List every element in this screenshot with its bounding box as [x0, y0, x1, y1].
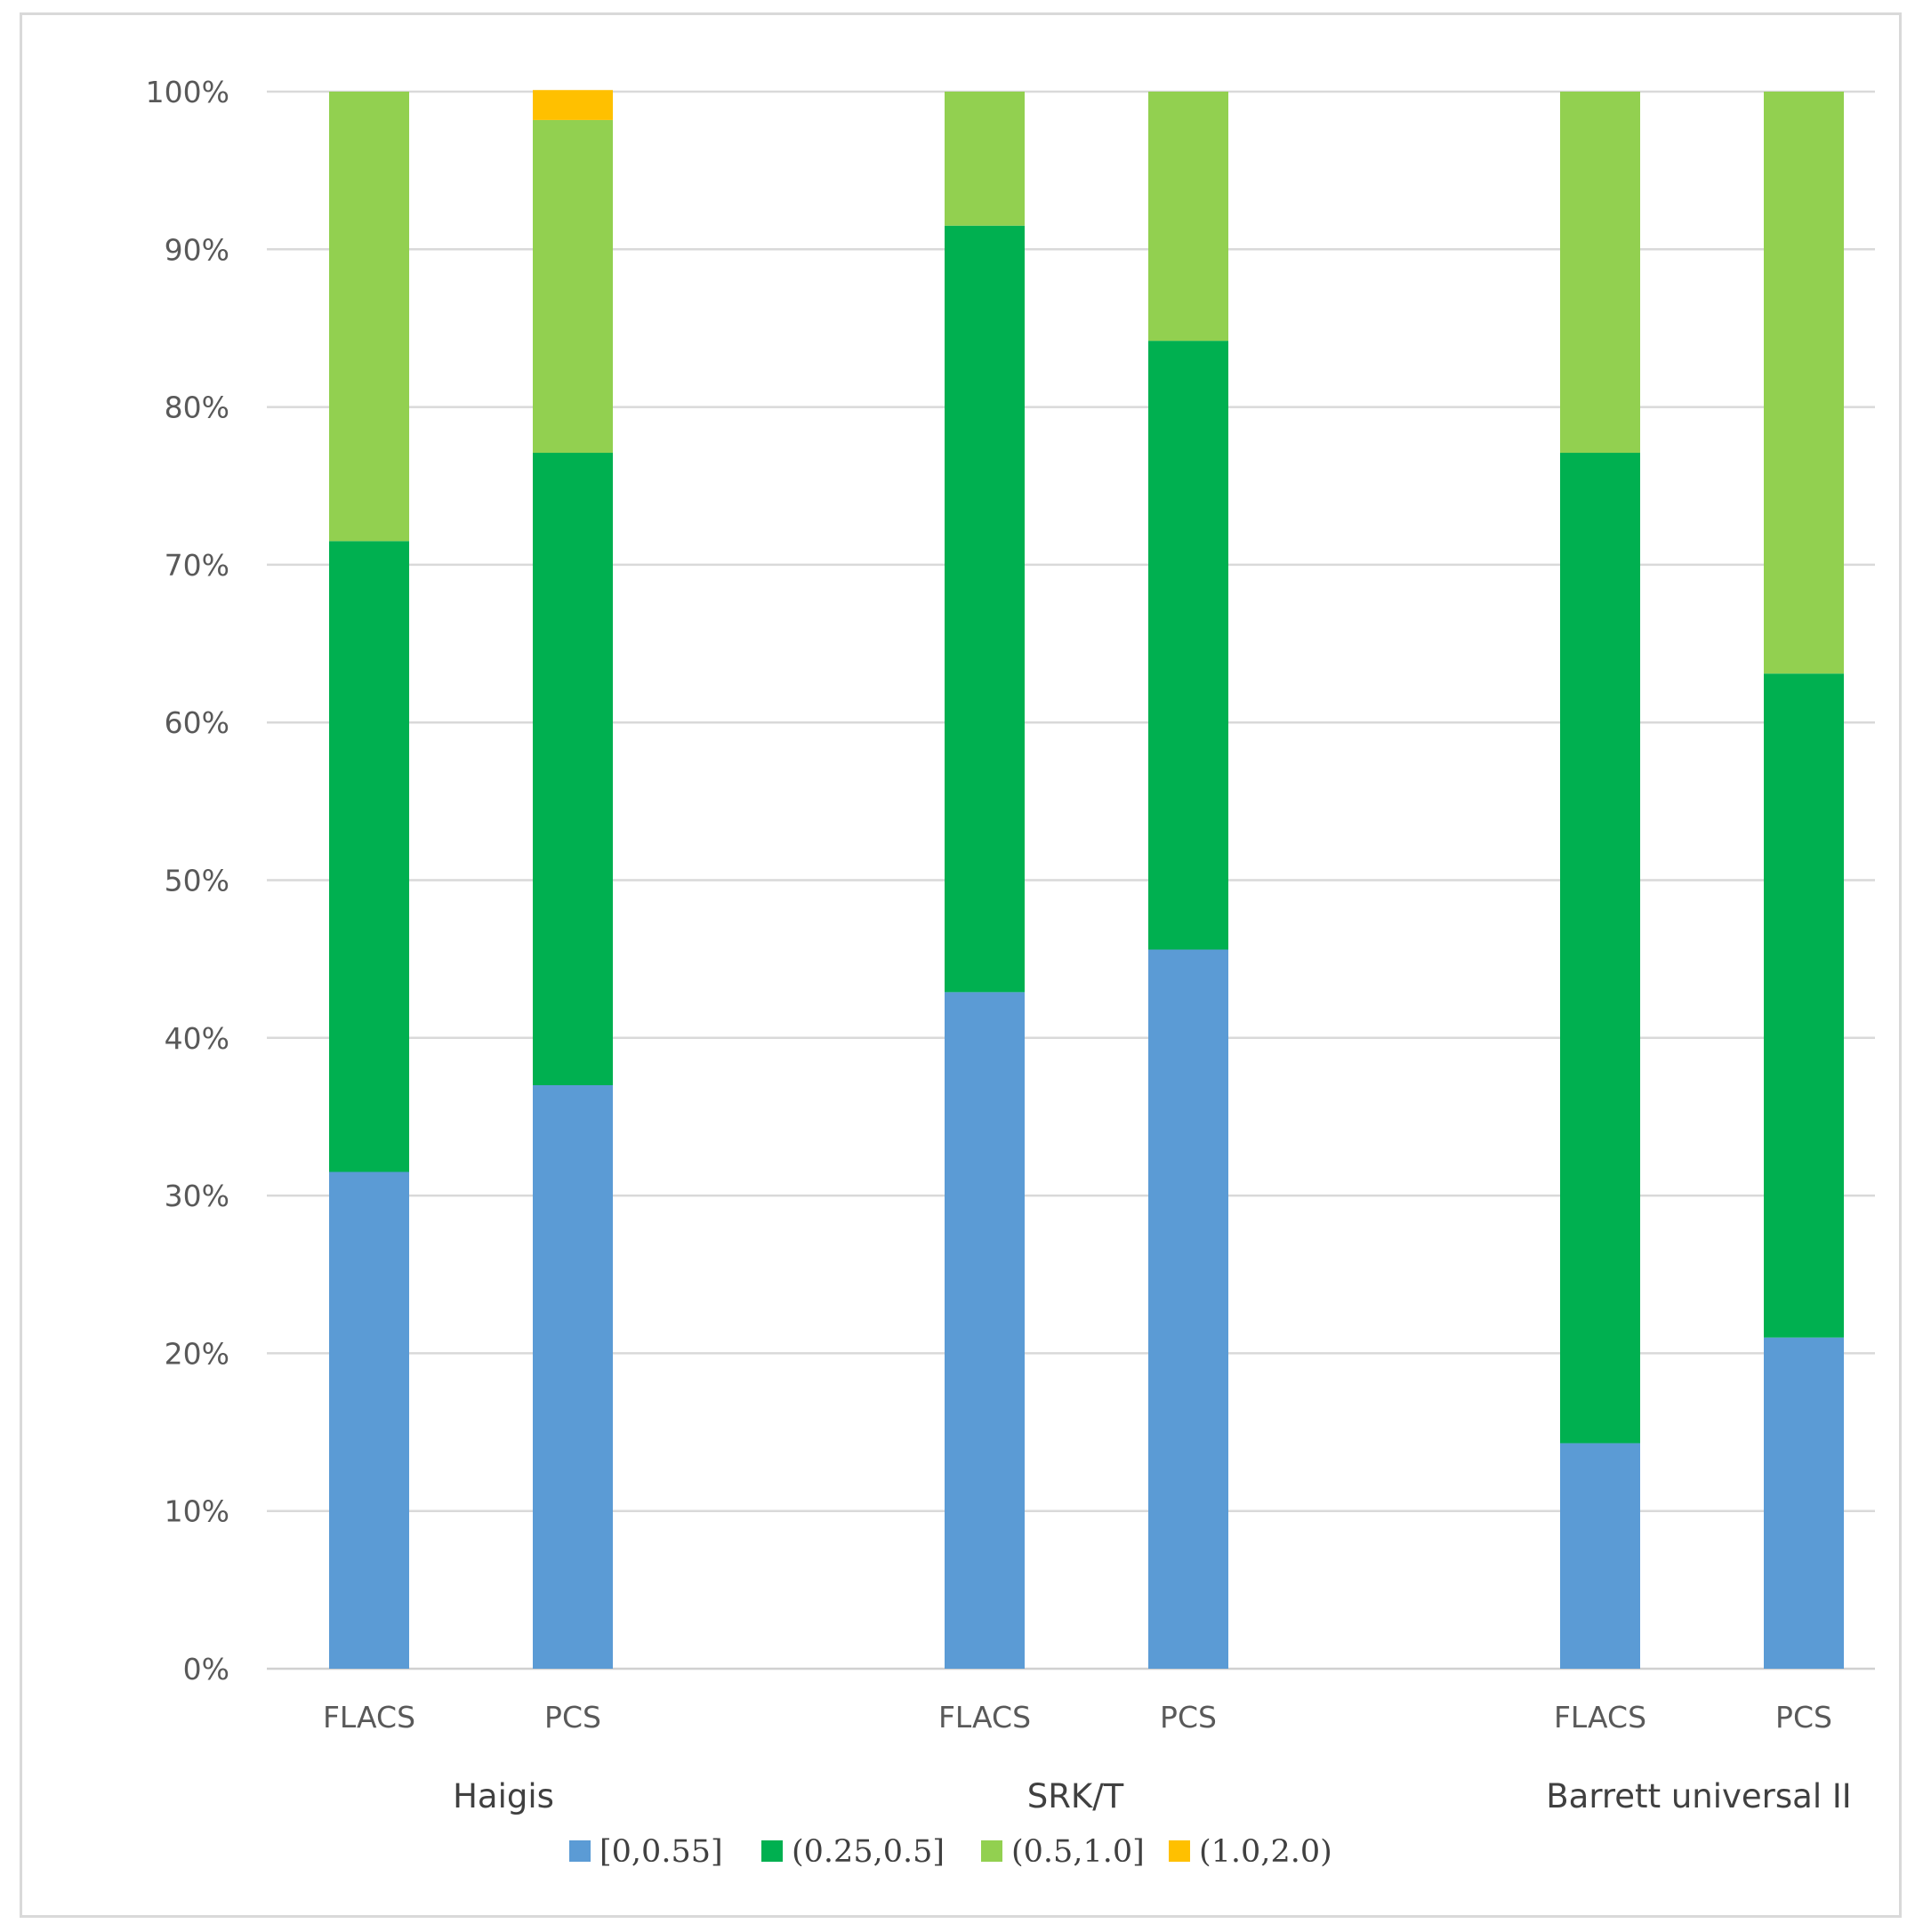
y-axis-ticks: 0% 10% 20% 30% 40% 50% 60% 70% 80% 90% 100%	[146, 75, 229, 1686]
x-tick-label: FLACS	[938, 1700, 1031, 1735]
legend-swatch	[761, 1840, 783, 1862]
bar-segment	[533, 119, 613, 454]
group-label: SRK/T	[1027, 1777, 1124, 1815]
bar-segment	[945, 992, 1025, 1669]
bar-segment	[1560, 1443, 1640, 1669]
x-tick-label: FLACS	[323, 1700, 415, 1735]
y-tick-label: 30%	[165, 1179, 229, 1213]
bar-segment	[1560, 92, 1640, 454]
y-tick-label: 50%	[165, 864, 229, 898]
x-tick-label: PCS	[1160, 1700, 1217, 1735]
group-labels: Haigis SRK/T Barrett universal II	[453, 1777, 1852, 1815]
x-axis-ticks: FLACS PCS FLACS PCS FLACS PCS	[323, 1700, 1832, 1735]
x-tick-label: FLACS	[1554, 1700, 1646, 1735]
bar-segment	[1148, 341, 1228, 950]
bar-segment	[533, 90, 613, 120]
x-tick-label: PCS	[1775, 1700, 1832, 1735]
bar-segment	[1560, 453, 1640, 1444]
bar-segment	[1148, 92, 1228, 342]
bar-segment	[533, 453, 613, 1085]
bar-segment	[1764, 673, 1844, 1338]
y-tick-label: 100%	[146, 75, 229, 109]
bars	[329, 90, 1844, 1669]
group-label: Haigis	[453, 1777, 554, 1815]
bar-segment	[533, 1084, 613, 1669]
legend-swatch	[569, 1840, 591, 1862]
legend-label: (0.5,1.0]	[1011, 1834, 1145, 1870]
legend-label: (0.25,0.5]	[792, 1834, 945, 1870]
y-tick-label: 20%	[165, 1336, 229, 1371]
y-tick-label: 70%	[165, 548, 229, 583]
bar-segment	[329, 1171, 409, 1669]
y-tick-label: 40%	[165, 1021, 229, 1056]
y-tick-label: 80%	[165, 390, 229, 425]
bar-segment	[329, 541, 409, 1172]
bar-segment	[329, 92, 409, 542]
bar-segment	[945, 92, 1025, 226]
group-label: Barrett universal II	[1546, 1777, 1851, 1815]
legend-label: [0,0.55]	[599, 1834, 723, 1870]
bar-segment	[945, 225, 1025, 993]
y-tick-label: 60%	[165, 705, 229, 740]
legend-swatch	[1169, 1840, 1190, 1862]
y-tick-label: 0%	[183, 1652, 229, 1686]
bar-segment	[1764, 92, 1844, 674]
legend: [0,0.55] (0.25,0.5] (0.5,1.0] (1.0,2.0)	[569, 1834, 1332, 1870]
y-tick-label: 90%	[165, 232, 229, 267]
bar-segment	[1764, 1337, 1844, 1669]
legend-label: (1.0,2.0)	[1199, 1834, 1332, 1870]
legend-swatch	[981, 1840, 1002, 1862]
bar-segment	[1148, 949, 1228, 1669]
x-tick-label: PCS	[544, 1700, 601, 1735]
y-tick-label: 10%	[165, 1494, 229, 1529]
